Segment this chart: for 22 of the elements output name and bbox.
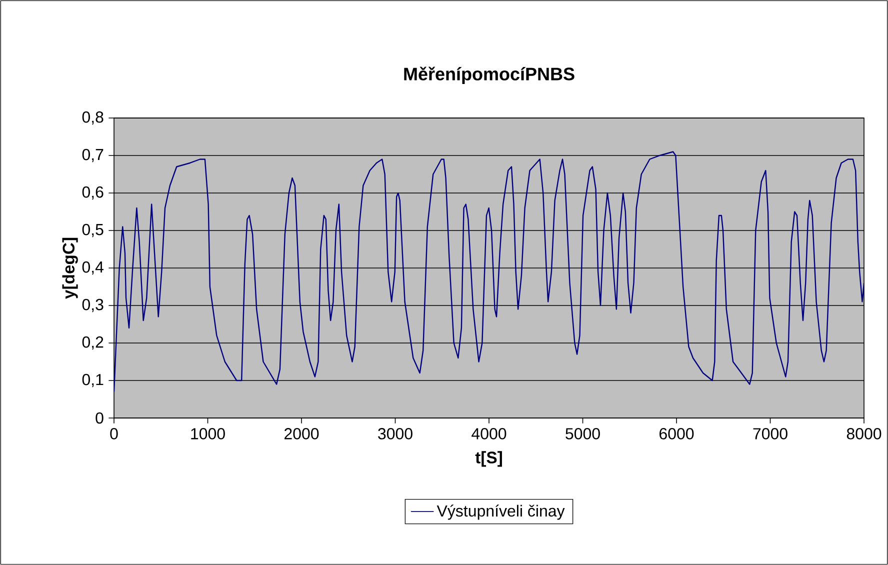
y-tick-label: 0,5 [82, 224, 104, 238]
y-tick-label: 0,1 [82, 374, 104, 388]
y-tick-label: 0,3 [82, 298, 104, 312]
y-tick-label: 0,7 [82, 148, 104, 162]
x-tick-label: 8000 [846, 428, 882, 440]
x-tick-label: 0 [110, 428, 118, 440]
x-tick-label: 3000 [378, 428, 412, 440]
x-tick-label: 1000 [191, 428, 225, 440]
x-tick-label: 4000 [472, 428, 506, 440]
y-tick-label: 0,6 [82, 186, 104, 200]
x-tick-label: 7000 [753, 428, 788, 440]
chart-title: MěřenípomocíPNBS [404, 66, 574, 84]
x-axis-title: t[S] [475, 451, 502, 467]
x-tick-label: 2000 [284, 428, 319, 440]
y-tick-label: 0,2 [82, 336, 104, 350]
x-tick-label: 5000 [566, 428, 600, 440]
y-axis-title: y[degC] [62, 238, 78, 299]
y-tick-label: 0,8 [82, 111, 104, 125]
y-tick-label: 0 [96, 412, 104, 424]
y-tick-label: 0,4 [82, 261, 104, 275]
legend-label: Výstupníveli činay [436, 504, 565, 520]
x-tick-label: 6000 [660, 428, 694, 440]
